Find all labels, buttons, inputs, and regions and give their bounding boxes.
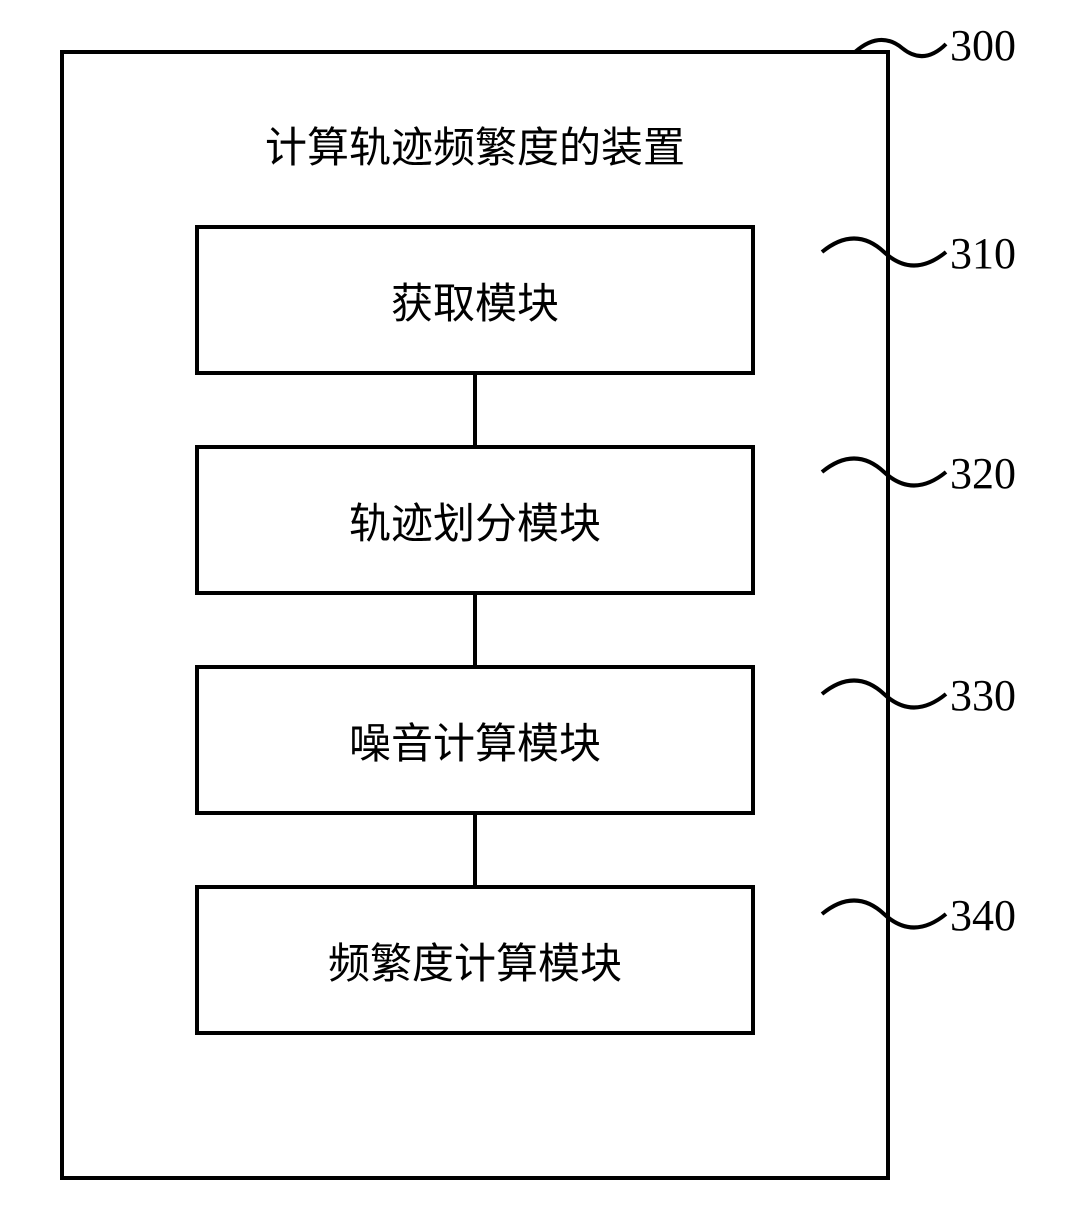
connector xyxy=(473,815,477,885)
module-label: 获取模块 xyxy=(391,270,559,331)
module-label: 轨迹划分模块 xyxy=(349,490,601,551)
ref-label-module4: 340 xyxy=(950,890,1016,941)
ref-label-module3: 330 xyxy=(950,670,1016,721)
ref-label-module1: 310 xyxy=(950,228,1016,279)
ref-label-module2: 320 xyxy=(950,448,1016,499)
diagram-container: 计算轨迹频繁度的装置 获取模块 轨迹划分模块 噪音计算模块 频繁度计算模块 xyxy=(60,50,890,1180)
ref-label-container: 300 xyxy=(950,20,1016,71)
module-noise-calculation: 噪音计算模块 xyxy=(195,665,755,815)
modules-wrapper: 获取模块 轨迹划分模块 噪音计算模块 频繁度计算模块 xyxy=(64,225,886,1035)
connector xyxy=(473,375,477,445)
module-label: 频繁度计算模块 xyxy=(328,930,622,991)
module-trajectory-division: 轨迹划分模块 xyxy=(195,445,755,595)
module-label: 噪音计算模块 xyxy=(349,710,601,771)
connector xyxy=(473,595,477,665)
module-frequency-calculation: 频繁度计算模块 xyxy=(195,885,755,1035)
diagram-title: 计算轨迹频繁度的装置 xyxy=(64,114,886,175)
module-acquisition: 获取模块 xyxy=(195,225,755,375)
